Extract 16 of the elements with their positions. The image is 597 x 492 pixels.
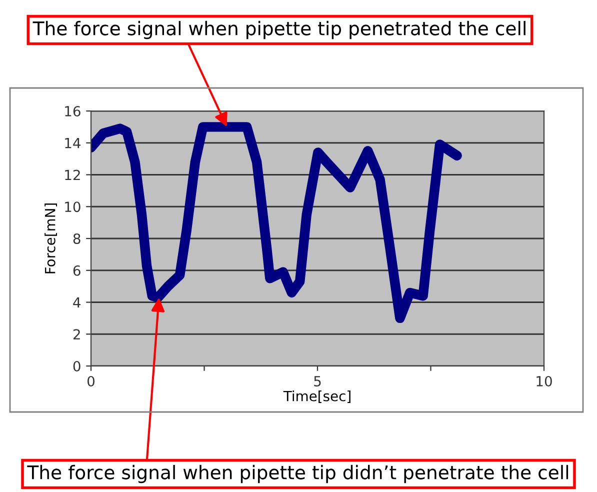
y-tick-label: 12 <box>65 170 80 180</box>
annotation: The force signal when pipette tip didn’t penetrate the cell <box>27 464 568 484</box>
annotation: The force signal when pipette tip penetrated the cell <box>32 20 526 40</box>
y-tick-label: 10 <box>65 202 80 212</box>
x-tick-label: 10 <box>536 376 552 386</box>
y-axis-title: Force[mN] <box>44 204 57 274</box>
y-tick-label: 14 <box>65 138 80 148</box>
y-tick-label: 2 <box>73 329 80 340</box>
y-tick-label: 6 <box>73 265 80 276</box>
y-tick-label: 4 <box>73 297 80 308</box>
y-tick-label: 16 <box>65 106 80 116</box>
x-tick-label: 0 <box>87 376 94 386</box>
x-tick-label: 5 <box>314 376 321 386</box>
y-tick-label: 8 <box>73 233 80 244</box>
y-tick-label: 0 <box>73 360 80 372</box>
x-axis-title: Time[sec] <box>283 390 350 403</box>
